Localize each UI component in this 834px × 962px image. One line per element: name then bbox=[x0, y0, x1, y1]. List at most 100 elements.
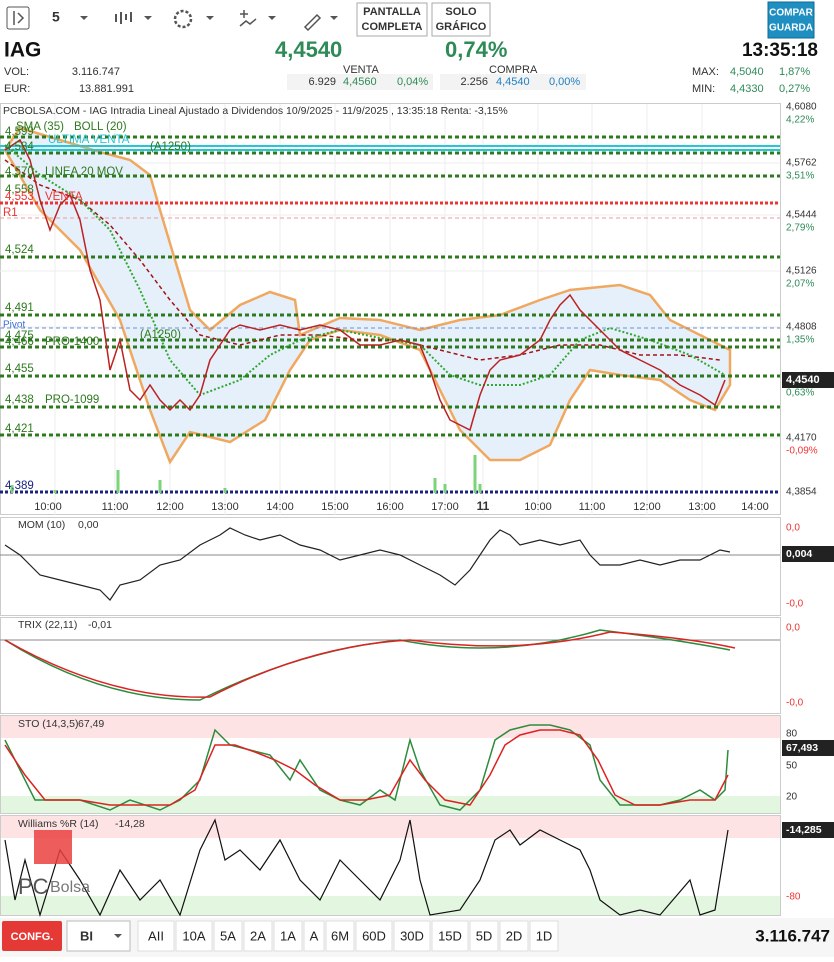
range-button[interactable] bbox=[303, 920, 325, 952]
range-button[interactable] bbox=[175, 920, 213, 952]
level-label: 4,475 bbox=[5, 330, 34, 342]
dropdown-arrow bbox=[114, 934, 122, 938]
buy-qty: 2.256 bbox=[460, 76, 488, 88]
x-tick-label: 14:00 bbox=[266, 501, 294, 513]
button-label: SOLO bbox=[445, 6, 477, 18]
label: MIN: bbox=[692, 83, 715, 95]
range-button[interactable] bbox=[273, 920, 303, 952]
price-tick-label: 4,4540 bbox=[786, 374, 820, 386]
level-label: 4,421 bbox=[5, 423, 34, 435]
range-button[interactable] bbox=[393, 920, 431, 952]
range-label: 60D bbox=[362, 928, 386, 943]
draw-icon[interactable] bbox=[303, 13, 322, 32]
range-button[interactable] bbox=[499, 920, 529, 952]
level-label: 4,466 bbox=[5, 336, 34, 348]
level-label: 4,570 bbox=[5, 166, 34, 178]
pct-tick-label: 0,63% bbox=[786, 388, 814, 399]
config-button[interactable] bbox=[2, 921, 62, 951]
x-tick-label: 14:00 bbox=[741, 501, 769, 513]
volume: 3.116.747 bbox=[72, 66, 120, 78]
value-marker bbox=[782, 822, 834, 838]
range-button[interactable] bbox=[355, 920, 393, 952]
level-label: VENTA bbox=[45, 191, 83, 203]
candles-icon[interactable] bbox=[115, 12, 132, 24]
x-tick-label: 13:00 bbox=[688, 501, 716, 513]
panel-name: Williams %R (14) bbox=[18, 818, 99, 830]
price-line bbox=[4, 138, 726, 432]
range-label: 2D bbox=[506, 928, 523, 943]
range-label: AII bbox=[148, 928, 164, 943]
dropdown-arrows bbox=[80, 16, 338, 20]
sell-price: 4,4560 bbox=[343, 76, 377, 88]
mode-select[interactable] bbox=[66, 920, 131, 952]
min-pct: 0,27% bbox=[779, 83, 810, 95]
price-marker bbox=[782, 372, 834, 388]
range-button[interactable] bbox=[469, 920, 499, 952]
level-label: 4,524 bbox=[5, 244, 34, 256]
range-label: 1A bbox=[280, 928, 296, 943]
sidebar-button[interactable] bbox=[6, 6, 30, 30]
icon bbox=[13, 11, 25, 25]
panel-axis-label: 0,0 bbox=[786, 623, 800, 634]
panel-axis-label: -14,285 bbox=[786, 824, 822, 836]
panel-axis-label: 20 bbox=[786, 792, 798, 803]
max-pct: 1,87% bbox=[779, 66, 810, 78]
level-lines bbox=[0, 135, 780, 494]
chart-title: PCBOLSA.COM - IAG Intradia Lineal Ajusta… bbox=[3, 105, 508, 117]
time: 13:35:18 bbox=[742, 40, 818, 61]
level-label: PRO-1099 bbox=[45, 394, 99, 406]
panel-axis-label: 0,004 bbox=[786, 548, 812, 560]
panel-axis-label: 0,0 bbox=[786, 523, 800, 534]
interval[interactable]: 5 bbox=[52, 9, 60, 25]
level-label: R1 bbox=[3, 207, 18, 219]
range-button[interactable] bbox=[529, 920, 559, 952]
range-button[interactable] bbox=[431, 920, 469, 952]
panel-axis-label: -80 bbox=[786, 892, 801, 903]
value-marker bbox=[782, 740, 834, 756]
fullscreen-button[interactable] bbox=[356, 2, 428, 37]
range-label: 6M bbox=[331, 928, 349, 943]
price-tick-label: 4,5126 bbox=[786, 266, 817, 277]
range-button[interactable] bbox=[243, 920, 273, 952]
indicator-icon[interactable] bbox=[239, 10, 257, 27]
level-label: 4,599 bbox=[5, 126, 34, 138]
range-label: 10A bbox=[182, 928, 205, 943]
panel-value: -0,01 bbox=[88, 619, 112, 631]
range-button[interactable] bbox=[325, 920, 355, 952]
range-button[interactable] bbox=[137, 920, 175, 952]
compare-button[interactable] bbox=[767, 1, 815, 39]
range-button[interactable] bbox=[213, 920, 243, 952]
panel-value: 0,00 bbox=[78, 519, 99, 531]
level-label: 4,438 bbox=[5, 394, 34, 406]
max: 4,5040 bbox=[730, 66, 764, 78]
level-label: Pivot bbox=[3, 320, 25, 331]
button-label: COMPLETA bbox=[362, 21, 423, 33]
price-tick-label: 4,5762 bbox=[786, 158, 817, 169]
x-tick-label: 10:00 bbox=[34, 501, 62, 513]
pct-tick-label: 3,51% bbox=[786, 171, 814, 182]
panel-axis-label: 80 bbox=[786, 729, 798, 740]
price-tick-label: 4,5444 bbox=[786, 210, 817, 221]
sell-qty: 6.929 bbox=[308, 76, 336, 88]
button-label: CONFG. bbox=[11, 931, 54, 943]
button-label: PANTALLA bbox=[363, 6, 421, 18]
panel-value: -14,28 bbox=[115, 818, 145, 830]
range-label: 30D bbox=[400, 928, 424, 943]
settings-icon[interactable] bbox=[173, 9, 193, 29]
label: VOL: bbox=[4, 66, 29, 78]
sell-box bbox=[287, 74, 433, 90]
x-tick-label: 11 bbox=[477, 499, 490, 513]
ticker: IAG bbox=[4, 39, 41, 62]
level-label: LINEA 20 MOV bbox=[45, 166, 123, 178]
chart-only-button[interactable] bbox=[431, 2, 491, 37]
price-tick-label: 4,4170 bbox=[786, 433, 817, 444]
panel-axis-label: 50 bbox=[786, 761, 798, 772]
x-tick-label: 12:00 bbox=[156, 501, 184, 513]
range-label: 1D bbox=[536, 928, 553, 943]
range-label: A bbox=[310, 928, 319, 943]
pct-tick-label: 4,22% bbox=[786, 115, 814, 126]
pct-tick-label: 2,07% bbox=[786, 279, 814, 290]
svg-text:PC: PC bbox=[18, 874, 49, 899]
buy-box bbox=[440, 74, 586, 90]
